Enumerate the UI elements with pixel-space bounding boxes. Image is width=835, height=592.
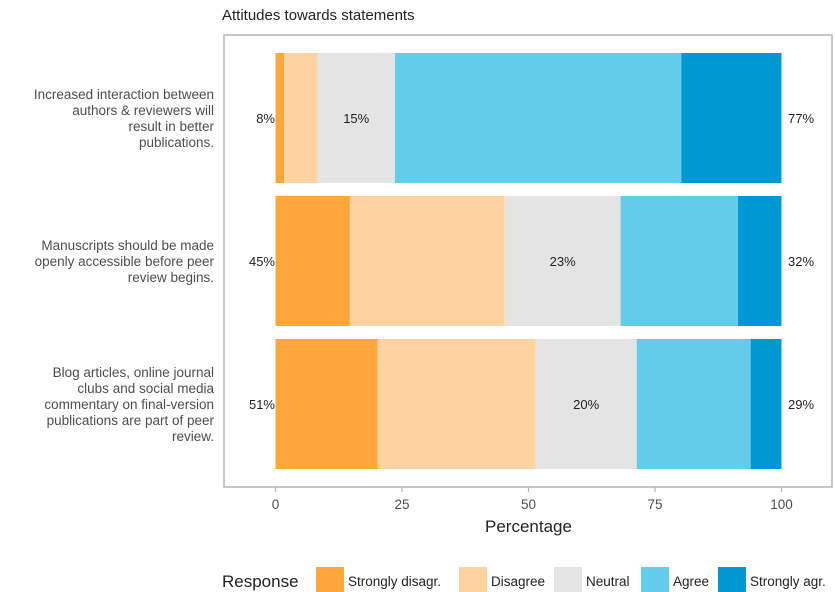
category-label: Blog articles, online journal clubs and s… (44, 365, 214, 444)
chart-title: Attitudes towards statements (222, 7, 415, 24)
bar-segment (681, 53, 782, 183)
legend-label: Strongly agr. (750, 574, 826, 589)
x-tick-label: 100 (770, 497, 793, 512)
bar-segment (275, 53, 285, 183)
data-label-neutral: 20% (573, 397, 599, 412)
x-axis: 0 25 50 75 100 (272, 487, 793, 512)
data-label-agree: 32% (788, 254, 814, 269)
bar-segment (636, 339, 751, 469)
bar-segment (275, 196, 350, 326)
bar-segment (349, 196, 505, 326)
legend-title: Response (222, 572, 299, 591)
bar-segment (737, 196, 782, 326)
legend-label: Disagree (491, 574, 545, 589)
bar-segment (275, 339, 378, 469)
x-tick-label: 75 (647, 497, 662, 512)
bar-segment (284, 53, 318, 183)
legend-key (316, 567, 344, 592)
bars-layer (275, 53, 782, 469)
data-label-neutral: 23% (550, 254, 576, 269)
category-labels-layer: Increased interaction between authors & r… (34, 87, 215, 444)
data-label-agree: 77% (788, 111, 814, 126)
data-label-neutral: 15% (343, 111, 369, 126)
legend-key (459, 567, 487, 592)
category-label: Increased interaction between authors & r… (34, 87, 215, 150)
x-tick-label: 0 (272, 497, 280, 512)
data-label-disagree: 45% (249, 254, 275, 269)
bar-segment (504, 196, 621, 326)
bar-segment (394, 53, 682, 183)
legend-label: Strongly disagr. (348, 574, 441, 589)
bar-segment (377, 339, 536, 469)
bar-segment (317, 53, 395, 183)
value-labels-layer: 8% 15% 77% 45% 23% 32% 51% 20% 29% (249, 111, 814, 412)
legend-key (641, 567, 669, 592)
legend-label: Agree (673, 574, 709, 589)
data-label-agree: 29% (788, 397, 814, 412)
legend-key (554, 567, 582, 592)
bar-segment (620, 196, 738, 326)
legend: Response Strongly disagr. Disagree Neutral A… (222, 567, 826, 592)
data-label-disagree: 51% (249, 397, 275, 412)
data-label-disagree: 8% (256, 111, 275, 126)
bar-segment (535, 339, 637, 469)
bar-segment (750, 339, 782, 469)
category-label: Manuscripts should be made openly accessi… (35, 238, 215, 285)
legend-key (718, 567, 746, 592)
x-axis-label: Percentage (485, 517, 572, 536)
legend-label: Neutral (586, 574, 630, 589)
x-tick-label: 25 (394, 497, 409, 512)
x-tick-label: 50 (521, 497, 536, 512)
